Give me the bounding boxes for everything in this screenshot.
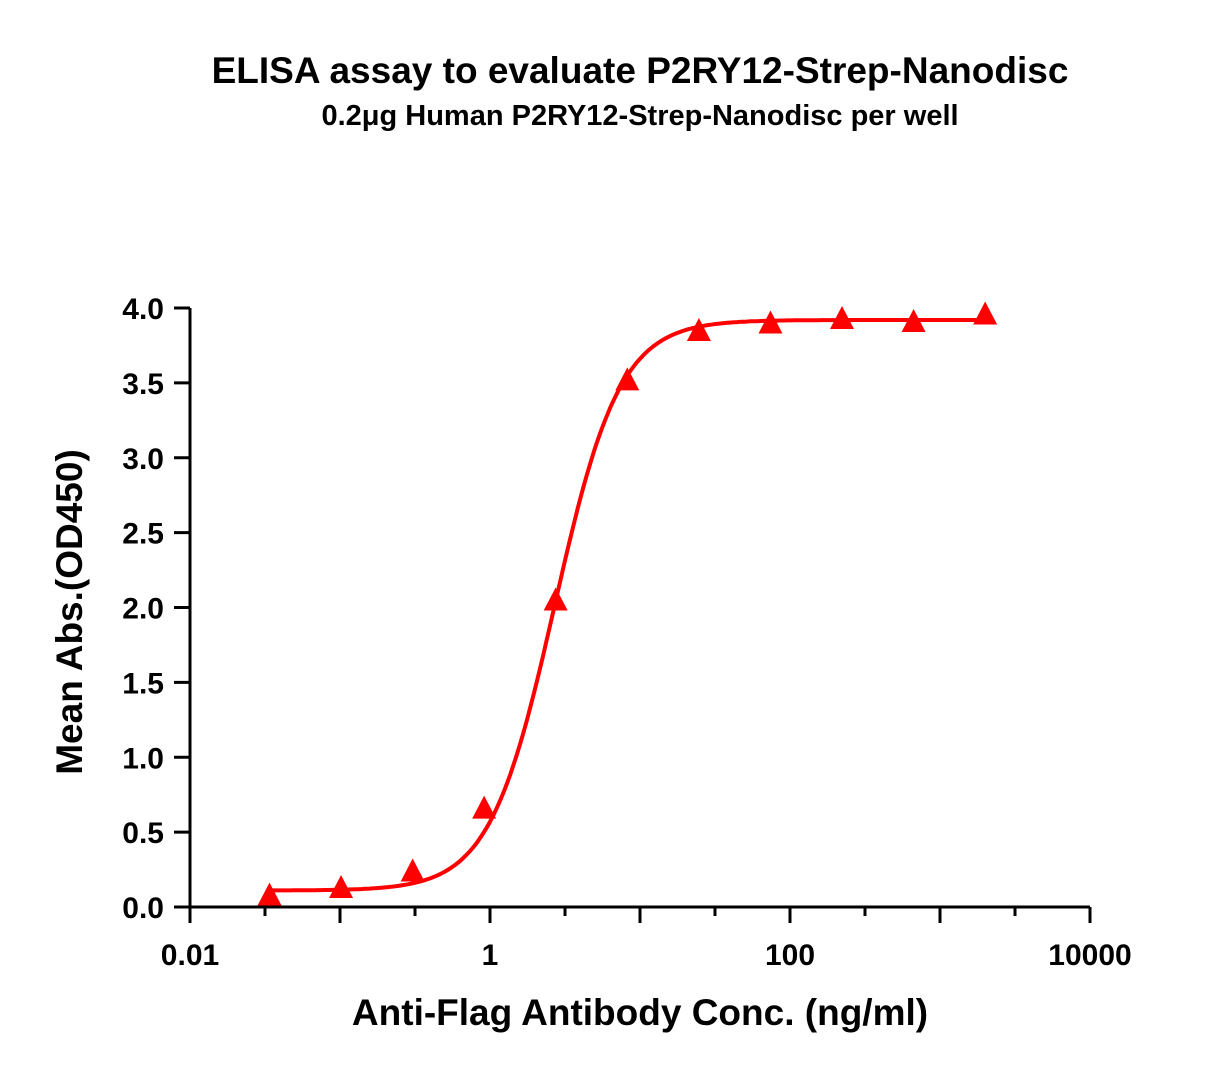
- x-axis-label: Anti-Flag Antibody Conc. (ng/ml): [352, 992, 928, 1033]
- chart-title: ELISA assay to evaluate P2RY12-Strep-Nan…: [211, 50, 1069, 91]
- y-tick-label: 0.5: [122, 817, 164, 850]
- fit-curve: [269, 318, 986, 893]
- data-point: [830, 305, 855, 329]
- data-point: [329, 875, 354, 899]
- y-tick-label: 1.5: [122, 667, 164, 700]
- y-tick-label: 3.0: [122, 443, 164, 476]
- y-tick-label: 3.5: [122, 368, 164, 401]
- data-point: [973, 301, 998, 325]
- y-tick-label: 2.0: [122, 593, 164, 626]
- data-point: [257, 882, 282, 906]
- y-tick-label: 1.0: [122, 742, 164, 775]
- y-tick-label: 2.5: [122, 518, 164, 551]
- data-point: [758, 310, 783, 334]
- x-tick-label: 0.01: [161, 939, 219, 972]
- y-axis-label: Mean Abs.(OD450): [49, 449, 90, 775]
- y-tick-label: 4.0: [122, 293, 164, 326]
- data-point: [400, 858, 425, 882]
- x-tick-label: 10000: [1048, 939, 1131, 972]
- data-point: [543, 587, 568, 611]
- y-tick-label: 0.0: [122, 892, 164, 925]
- data-point: [686, 317, 711, 341]
- data-point: [615, 367, 640, 391]
- data-point: [901, 308, 926, 332]
- x-tick-label: 100: [765, 939, 815, 972]
- data-point: [472, 795, 497, 819]
- chart-subtitle: 0.2μg Human P2RY12-Strep-Nanodisc per we…: [321, 100, 959, 132]
- x-tick-label: 1: [482, 939, 499, 972]
